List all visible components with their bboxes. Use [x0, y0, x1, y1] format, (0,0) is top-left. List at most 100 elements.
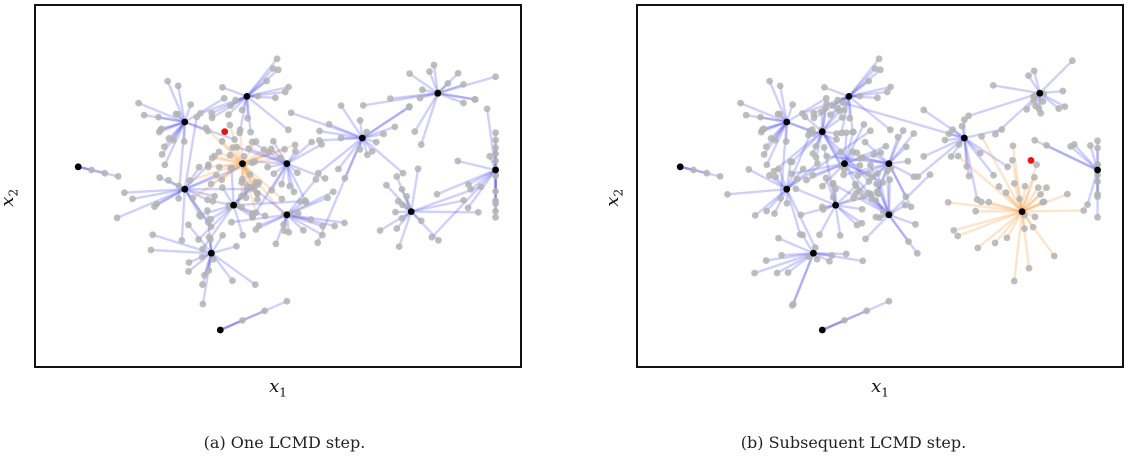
link-line [857, 162, 890, 177]
link-line [843, 123, 865, 165]
pool-point [1021, 182, 1029, 190]
link-line [1005, 211, 1024, 239]
link-line [161, 120, 186, 130]
pool-point [227, 102, 234, 110]
pool-point [240, 152, 248, 160]
pool-point [858, 205, 866, 213]
pool-point [811, 244, 819, 252]
pool-point [1030, 173, 1038, 181]
pool-point [155, 113, 162, 121]
candidate-point [221, 128, 229, 135]
center-point [818, 128, 826, 135]
pool-point [113, 214, 121, 222]
link-line [199, 95, 248, 115]
link-line [201, 253, 213, 305]
pool-point [315, 136, 323, 144]
pool-point [803, 176, 810, 184]
link-line [740, 102, 788, 124]
pool-point [185, 259, 193, 266]
pool-point [281, 145, 288, 153]
center-point [434, 89, 442, 97]
pool-point [716, 173, 724, 180]
pool-point [810, 109, 818, 117]
pool-point [856, 162, 864, 169]
link-line [814, 131, 824, 158]
pool-point [325, 120, 333, 128]
pool-point [850, 128, 857, 136]
link-line [888, 213, 916, 226]
link-line [184, 173, 217, 191]
link-line [774, 121, 788, 141]
center-point [181, 118, 189, 126]
pool-point [724, 190, 731, 198]
pool-point [416, 94, 424, 102]
link-line [840, 96, 851, 134]
link-line [245, 96, 249, 119]
pool-point [376, 227, 384, 234]
link-line [820, 129, 846, 165]
pool-point [319, 231, 326, 239]
link-line [821, 116, 843, 133]
pool-point [776, 82, 784, 90]
pool-points-layer [690, 55, 1101, 324]
pool-point [467, 185, 475, 193]
center-point [783, 185, 791, 193]
pool-point [958, 122, 966, 130]
pool-point [260, 146, 268, 154]
pool-point [836, 232, 844, 239]
pool-point [1008, 156, 1016, 164]
pool-point [954, 152, 962, 160]
link-line [163, 121, 186, 166]
link-line [286, 143, 323, 165]
x-axis-label-a: x1 [269, 376, 287, 400]
pool-point [950, 226, 958, 234]
link-line [467, 168, 497, 186]
link-line [977, 210, 1023, 249]
link-line [242, 151, 269, 165]
center-point [492, 166, 499, 174]
pool-point [205, 233, 213, 241]
pool-point [207, 215, 215, 223]
center-point [818, 326, 826, 334]
pool-point [777, 194, 785, 202]
link-line [221, 162, 244, 181]
pool-point [199, 300, 207, 308]
pool-point [255, 179, 263, 186]
link-line [785, 188, 802, 235]
link-line [285, 178, 317, 216]
link-line [843, 162, 870, 194]
link-line [832, 182, 890, 216]
pool-point [391, 123, 399, 131]
link-line [770, 121, 788, 140]
pool-point [963, 163, 971, 170]
pool-point [270, 170, 278, 178]
pool-point [254, 92, 262, 100]
link-line [821, 110, 841, 133]
x-axis-label-b: x1 [871, 376, 889, 400]
link-line [786, 120, 811, 133]
pool-point [920, 153, 928, 160]
link-line [887, 214, 919, 255]
pool-point [114, 173, 122, 180]
pool-point [1010, 277, 1018, 285]
pool-point [273, 55, 281, 63]
link-line [254, 160, 287, 165]
link-line [222, 86, 248, 98]
pool-point [207, 180, 215, 188]
pool-point [1084, 201, 1091, 208]
link-line [748, 168, 788, 191]
link-line [361, 105, 411, 139]
pool-point [363, 128, 371, 136]
link-line [280, 163, 289, 185]
pool-point [965, 112, 973, 120]
link-line [824, 86, 850, 98]
link-line [1046, 144, 1099, 172]
link-line [124, 188, 185, 194]
pool-point [209, 255, 217, 263]
pool-point [329, 188, 337, 196]
pool-point [991, 239, 999, 247]
link-line [156, 188, 186, 206]
link-line [848, 80, 870, 98]
link-line [362, 132, 384, 140]
pool-point [821, 83, 828, 91]
